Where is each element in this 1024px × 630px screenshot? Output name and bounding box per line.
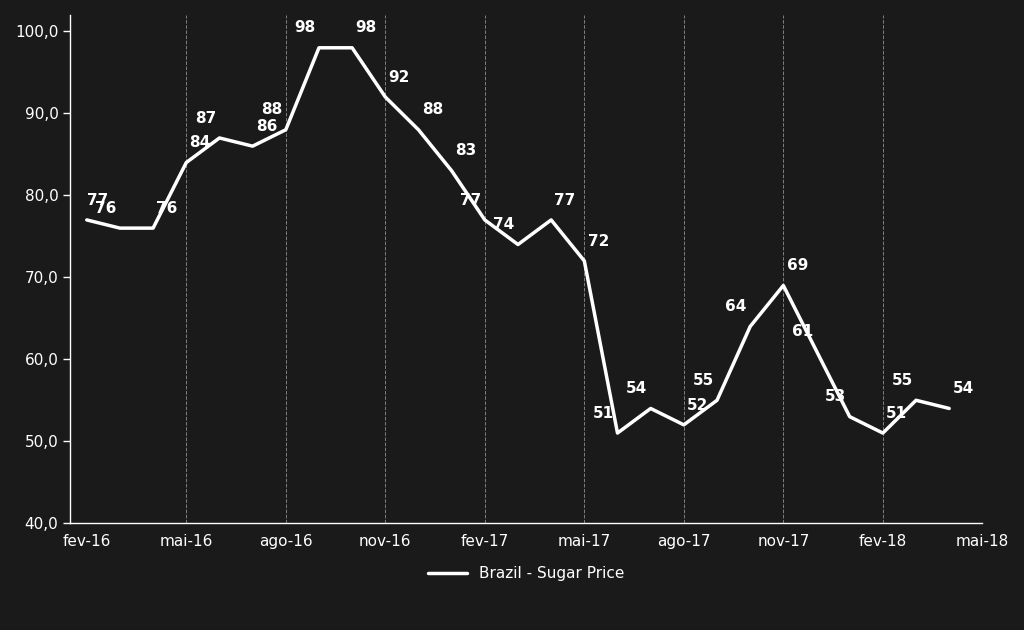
Text: 55: 55 xyxy=(692,373,714,388)
Text: 92: 92 xyxy=(389,70,410,84)
Brazil - Sugar Price xyxy=(512,241,524,248)
Legend: Brazil - Sugar Price: Brazil - Sugar Price xyxy=(422,559,631,587)
Text: 77: 77 xyxy=(554,193,575,208)
Text: 77: 77 xyxy=(460,193,481,208)
Brazil - Sugar Price xyxy=(877,429,889,437)
Brazil - Sugar Price xyxy=(445,167,458,175)
Text: 88: 88 xyxy=(422,103,443,117)
Text: 72: 72 xyxy=(588,234,609,249)
Text: 86: 86 xyxy=(256,119,278,134)
Brazil - Sugar Price xyxy=(213,134,225,142)
Brazil - Sugar Price xyxy=(943,404,955,412)
Brazil - Sugar Price xyxy=(744,323,757,330)
Brazil - Sugar Price xyxy=(611,429,624,437)
Text: 54: 54 xyxy=(952,381,974,396)
Brazil - Sugar Price xyxy=(247,142,259,150)
Brazil - Sugar Price xyxy=(81,216,93,224)
Text: 64: 64 xyxy=(725,299,746,314)
Brazil - Sugar Price xyxy=(678,421,690,428)
Line: Brazil - Sugar Price: Brazil - Sugar Price xyxy=(87,48,949,433)
Text: 51: 51 xyxy=(593,406,614,421)
Brazil - Sugar Price xyxy=(777,282,790,289)
Text: 52: 52 xyxy=(687,398,709,413)
Text: 76: 76 xyxy=(157,201,178,216)
Brazil - Sugar Price xyxy=(844,413,856,420)
Brazil - Sugar Price xyxy=(147,224,160,232)
Text: 88: 88 xyxy=(261,103,283,117)
Text: 83: 83 xyxy=(455,144,476,159)
Text: 53: 53 xyxy=(825,389,847,404)
Text: 54: 54 xyxy=(626,381,647,396)
Brazil - Sugar Price xyxy=(579,257,591,265)
Brazil - Sugar Price xyxy=(413,126,425,134)
Brazil - Sugar Price xyxy=(644,404,656,412)
Brazil - Sugar Price xyxy=(810,347,822,355)
Brazil - Sugar Price xyxy=(478,216,490,224)
Brazil - Sugar Price xyxy=(312,44,325,52)
Text: 76: 76 xyxy=(95,201,117,216)
Text: 98: 98 xyxy=(355,21,377,35)
Brazil - Sugar Price xyxy=(114,224,126,232)
Text: 98: 98 xyxy=(294,21,315,35)
Text: 84: 84 xyxy=(189,135,211,150)
Text: 77: 77 xyxy=(87,193,108,208)
Brazil - Sugar Price xyxy=(545,216,557,224)
Text: 69: 69 xyxy=(786,258,808,273)
Text: 87: 87 xyxy=(195,111,216,125)
Text: 74: 74 xyxy=(494,217,515,232)
Text: 55: 55 xyxy=(892,373,912,388)
Brazil - Sugar Price xyxy=(180,159,193,166)
Brazil - Sugar Price xyxy=(346,44,358,52)
Brazil - Sugar Price xyxy=(379,93,391,101)
Text: 51: 51 xyxy=(886,406,907,421)
Text: 61: 61 xyxy=(792,324,813,339)
Brazil - Sugar Price xyxy=(910,396,923,404)
Brazil - Sugar Price xyxy=(711,396,723,404)
Brazil - Sugar Price xyxy=(280,126,292,134)
